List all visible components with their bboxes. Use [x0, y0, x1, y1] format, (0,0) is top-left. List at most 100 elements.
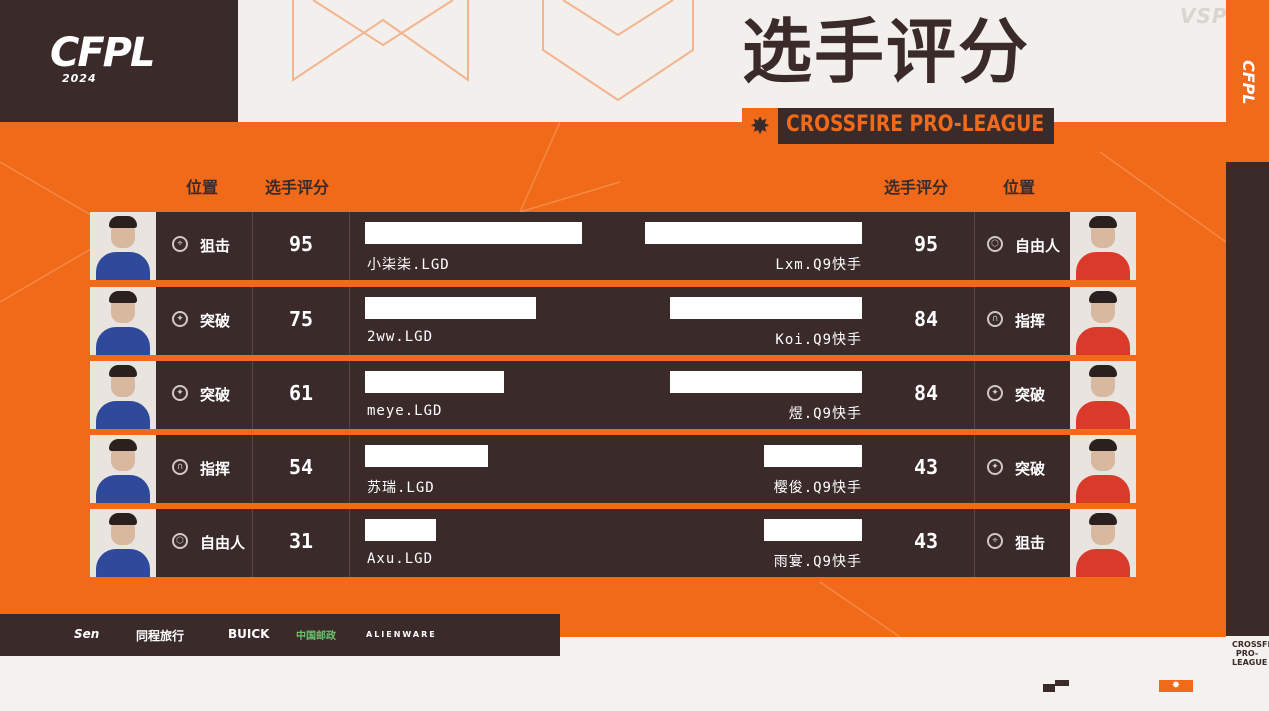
- sniper-icon: ⌖: [172, 236, 188, 252]
- score-row: ∩ 指挥 54 苏瑞.LGD 樱俊.Q9快手 43 ✦ 突破: [90, 435, 1136, 503]
- player-name-right: 樱俊.Q9快手: [773, 480, 862, 496]
- row-background: [90, 287, 1136, 355]
- strip-bottom-panel: [1226, 636, 1269, 711]
- score-bar-right: [764, 519, 862, 541]
- score-cell-right: 43: [878, 509, 974, 577]
- sponsor-logo: Sen: [74, 627, 100, 641]
- subtitle-bar: [742, 108, 1054, 144]
- role-cell-right: ⌖ 狙击: [974, 509, 1071, 577]
- role-label-right: 自由人: [1015, 237, 1061, 255]
- score-left: 61: [288, 381, 314, 405]
- star-icon: ✸: [1159, 680, 1193, 692]
- breach-icon: ✦: [172, 311, 188, 327]
- role-cell-right: ✦ 突破: [974, 361, 1071, 429]
- role-cell-left: ✦ 突破: [156, 287, 253, 355]
- star-icon: ✸: [742, 108, 778, 144]
- role-cell-left: ⌖ 狙击: [156, 212, 253, 280]
- score-right: 43: [913, 455, 939, 479]
- score-cell-left: 31: [253, 509, 350, 577]
- right-strip-accent: [1226, 0, 1269, 162]
- player-photo-right: [1070, 435, 1136, 503]
- score-right: 84: [913, 307, 939, 331]
- decor-chevrons: [292, 0, 694, 102]
- page-title: 选手评分: [742, 11, 1030, 93]
- role-cell-right: ⬡ 自由人: [974, 212, 1071, 280]
- score-left: 95: [288, 232, 314, 256]
- role-label-right: 突破: [1015, 460, 1046, 478]
- sponsor-logo: ALIENWARE: [366, 630, 437, 639]
- score-cell-left: 54: [253, 435, 350, 503]
- player-name-right: 雨宴.Q9快手: [773, 554, 862, 570]
- role-cell-left: ∩ 指挥: [156, 435, 253, 503]
- role-label-right: 指挥: [1015, 312, 1046, 330]
- role-label-left: 突破: [200, 386, 231, 404]
- score-bar-left: [365, 371, 504, 393]
- score-cell-left: 95: [253, 212, 350, 280]
- role-label-left: 突破: [200, 312, 231, 330]
- score-cell-right: 43: [878, 435, 974, 503]
- decor-block: [1043, 684, 1055, 692]
- header-right-position: 位置: [1003, 178, 1036, 197]
- role-label-left: 自由人: [200, 534, 246, 552]
- player-photo-right: [1070, 509, 1136, 577]
- decor-block: [1055, 680, 1069, 686]
- score-right: 84: [913, 381, 939, 405]
- score-bar-right: [670, 297, 862, 319]
- player-photo-right: [1070, 212, 1136, 280]
- player-name-left: 小柒柒.LGD: [367, 257, 450, 273]
- headset-icon: ∩: [172, 459, 188, 475]
- player-photo-left: [90, 435, 156, 503]
- title-panel: [238, 0, 1226, 122]
- breach-icon: ✦: [987, 385, 1003, 401]
- strip-logo: CFPL: [1239, 60, 1258, 105]
- score-bar-right: [670, 371, 862, 393]
- subtitle: CROSSFIRE PRO-LEAGUE: [786, 112, 1045, 137]
- player-name-right: 煜.Q9快手: [788, 406, 862, 422]
- score-left: 54: [288, 455, 314, 479]
- headset-icon: ∩: [987, 311, 1003, 327]
- player-photo-right: [1070, 287, 1136, 355]
- score-bar-right: [764, 445, 862, 467]
- sponsor-bar: [0, 614, 560, 656]
- score-bar-left: [365, 297, 536, 319]
- role-cell-right: ✦ 突破: [974, 435, 1071, 503]
- player-photo-left: [90, 509, 156, 577]
- breach-icon: ✦: [987, 459, 1003, 475]
- row-background: [90, 212, 1136, 280]
- player-name-left: 苏瑞.LGD: [367, 480, 435, 496]
- player-name-left: Axu.LGD: [367, 551, 434, 567]
- player-name-right: Koi.Q9快手: [775, 332, 862, 348]
- role-cell-right: ∩ 指挥: [974, 287, 1071, 355]
- score-cell-right: 95: [878, 212, 974, 280]
- score-cell-left: 75: [253, 287, 350, 355]
- role-label-left: 指挥: [200, 460, 231, 478]
- player-name-left: meye.LGD: [367, 403, 443, 419]
- score-row: ⬡ 自由人 31 Axu.LGD 雨宴.Q9快手 43 ⌖ 狙击: [90, 509, 1136, 577]
- header-left-score: 选手评分: [265, 178, 330, 197]
- sponsor-logo: 中国邮政: [296, 631, 336, 642]
- row-background: [90, 361, 1136, 429]
- player-photo-right: [1070, 361, 1136, 429]
- score-cell-right: 84: [878, 361, 974, 429]
- role-label-right: 突破: [1015, 386, 1046, 404]
- score-bar-left: [365, 222, 582, 244]
- cfpl-logo: CFPL: [50, 30, 155, 76]
- player-photo-left: [90, 287, 156, 355]
- header-right-score: 选手评分: [884, 178, 949, 197]
- sponsor-logo: BUICK: [228, 627, 270, 641]
- row-background: [90, 509, 1136, 577]
- score-left: 75: [288, 307, 314, 331]
- player-photo-left: [90, 361, 156, 429]
- row-background: [90, 435, 1136, 503]
- logo-block: [0, 0, 238, 122]
- free-role-icon: ⬡: [987, 236, 1003, 252]
- logo-year: 2024: [62, 72, 97, 85]
- score-cell-right: 84: [878, 287, 974, 355]
- strip-bottom-text: CROSSFIRE PRO-LEAGUE: [1232, 640, 1269, 667]
- sponsor-logo: 同程旅行: [136, 629, 185, 643]
- breach-icon: ✦: [172, 385, 188, 401]
- score-bar-left: [365, 519, 436, 541]
- player-name-left: 2ww.LGD: [367, 329, 434, 345]
- score-cell-left: 61: [253, 361, 350, 429]
- sniper-icon: ⌖: [987, 533, 1003, 549]
